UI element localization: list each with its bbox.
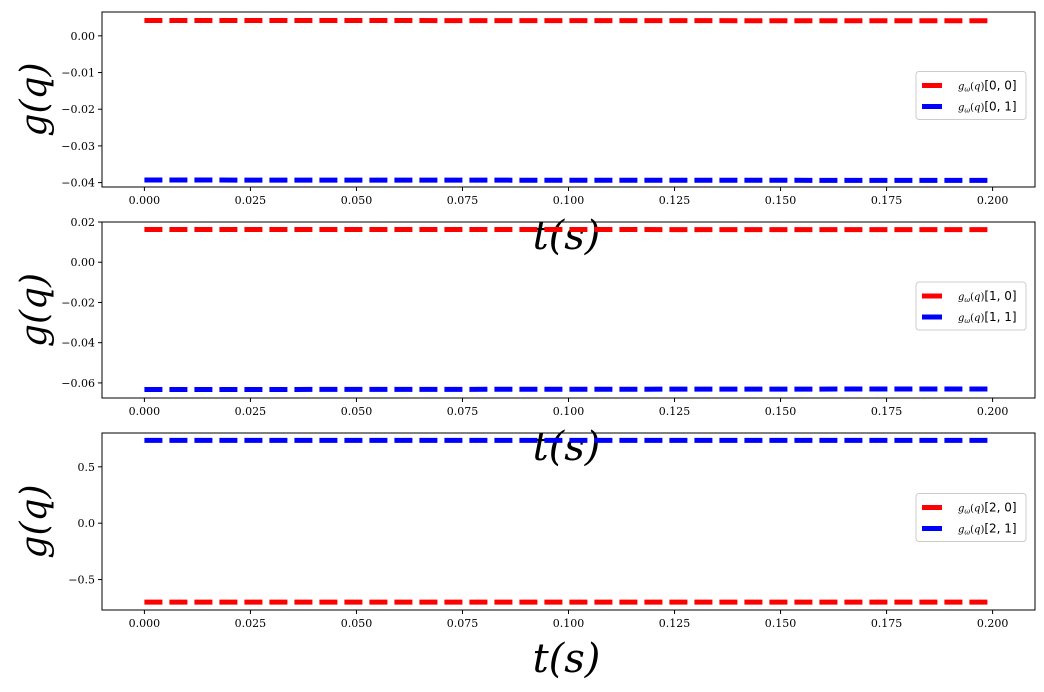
y-tick-label: −0.02: [61, 296, 95, 309]
x-tick-label: 0.175: [871, 194, 903, 207]
legend: gω(q)[1, 0] gω(q)[1, 1]: [915, 281, 1027, 331]
x-tick-label: 0.050: [341, 194, 373, 207]
legend: gω(q)[0, 0] gω(q)[0, 1]: [915, 71, 1027, 120]
y-tick-label: −0.5: [68, 574, 95, 587]
axes-frame: [101, 11, 1036, 188]
x-tick-label: 0.150: [765, 617, 797, 630]
x-tick-label: 0.000: [129, 617, 161, 630]
x-tick-label: 0.075: [447, 194, 479, 207]
x-tick-label: 0.050: [341, 405, 373, 418]
x-tick-label: 0.025: [235, 617, 267, 630]
chart-panel-0: 0.000 0.025 0.050 0.075 0.100 0.125 0.150 0.175…: [14, 11, 1036, 259]
x-tick-label: 0.000: [129, 194, 161, 207]
y-tick-label: −0.01: [61, 67, 95, 80]
x-tick-label: 0.175: [871, 405, 903, 418]
x-tick-label: 0.100: [553, 194, 585, 207]
legend-label: gω(q)[2, 0]: [958, 501, 1017, 516]
x-tick-label: 0.200: [977, 617, 1009, 630]
x-tick-label: 0.200: [977, 194, 1009, 207]
x-axis-title: t(s): [533, 424, 601, 470]
y-tick-label: 0.00: [71, 30, 96, 43]
x-tick-label: 0.125: [659, 617, 691, 630]
x-tick-label: 0.075: [447, 617, 479, 630]
x-axis-title: t(s): [533, 213, 601, 259]
x-tick-label: 0.000: [129, 405, 161, 418]
x-tick-label: 0.175: [871, 617, 903, 630]
x-tick-label: 0.150: [765, 194, 797, 207]
x-tick-label: 0.100: [553, 617, 585, 630]
legend-label: gω(q)[0, 0]: [958, 79, 1017, 94]
x-tick-label: 0.025: [235, 194, 267, 207]
y-tick-label: −0.02: [61, 103, 95, 116]
x-tick-label: 0.125: [659, 405, 691, 418]
legend-label: gω(q)[1, 0]: [958, 289, 1017, 304]
y-tick-label: −0.04: [61, 177, 95, 190]
x-axis-title: t(s): [533, 636, 601, 682]
y-axis-title: g(q): [14, 273, 55, 347]
y-tick-label: 0.00: [71, 256, 96, 269]
x-tick-label: 0.025: [235, 405, 267, 418]
y-axis-title: g(q): [14, 484, 55, 558]
y-tick-label: −0.06: [61, 377, 95, 390]
series-line-1: [144, 386, 993, 393]
y-tick-label: 0.02: [71, 216, 96, 229]
chart-panel-1: 0.000 0.025 0.050 0.075 0.100 0.125 0.150 0.175…: [14, 216, 1036, 470]
x-tick-label: 0.200: [977, 405, 1009, 418]
x-tick-label: 0.050: [341, 617, 373, 630]
legend: gω(q)[2, 0] gω(q)[2, 1]: [915, 493, 1027, 542]
y-tick-label: −0.04: [61, 337, 95, 350]
x-tick-label: 0.125: [659, 194, 691, 207]
y-tick-label: 0.0: [78, 517, 96, 530]
legend-box: [915, 493, 1027, 542]
legend-box: [915, 281, 1027, 331]
x-tick-label: 0.150: [765, 405, 797, 418]
chart-panel-2: 0.000 0.025 0.050 0.075 0.100 0.125 0.150 0.175…: [14, 432, 1036, 682]
legend-label: gω(q)[2, 1]: [958, 522, 1017, 537]
x-tick-label: 0.100: [553, 405, 585, 418]
x-tick-label: 0.075: [447, 405, 479, 418]
y-tick-label: −0.03: [61, 140, 95, 153]
y-tick-label: 0.5: [78, 461, 96, 474]
legend-label: gω(q)[0, 1]: [958, 100, 1017, 115]
legend-label: gω(q)[1, 1]: [958, 310, 1017, 325]
y-axis-title: g(q): [14, 62, 55, 136]
legend-box: [915, 71, 1027, 120]
